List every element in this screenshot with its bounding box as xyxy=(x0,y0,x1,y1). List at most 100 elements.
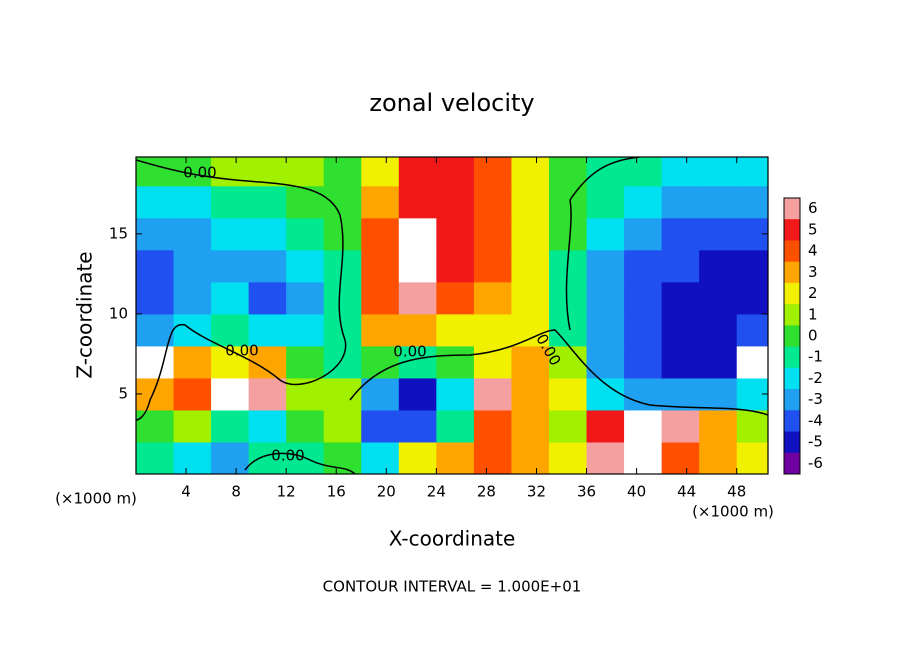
heatmap-cell xyxy=(361,185,400,219)
heatmap-cell xyxy=(511,281,550,315)
heatmap-cell xyxy=(736,441,768,474)
x-tick-label: 28 xyxy=(477,483,496,501)
heatmap-cell xyxy=(736,313,768,347)
colorbar-swatch xyxy=(784,346,800,369)
heatmap-cell xyxy=(511,441,550,474)
heatmap-cell xyxy=(136,441,175,474)
heatmap-cell xyxy=(548,409,588,443)
heatmap-cell xyxy=(624,409,663,443)
heatmap-cell xyxy=(661,217,700,251)
heatmap-cell xyxy=(699,217,738,251)
heatmap-cell xyxy=(436,409,475,443)
heatmap-cell xyxy=(661,377,700,411)
heatmap-cell xyxy=(323,157,362,187)
heatmap-cell xyxy=(586,185,625,219)
colorbar-label: 6 xyxy=(808,199,818,217)
contour-lines xyxy=(136,157,768,474)
heatmap-cell xyxy=(736,249,768,283)
heatmap-cell xyxy=(624,345,663,379)
heatmap-cell xyxy=(436,157,475,187)
heatmap-cell xyxy=(248,217,287,251)
heatmap-cell xyxy=(661,409,700,443)
x-tick-label: 12 xyxy=(277,483,296,501)
heatmap-cell xyxy=(361,409,400,443)
heatmap-cell xyxy=(436,281,475,315)
heatmap-cell xyxy=(473,313,512,347)
y-tick-label: 15 xyxy=(109,224,128,242)
heatmap-cell xyxy=(248,409,287,443)
heatmap-cell xyxy=(473,217,512,251)
colorbar-label: 2 xyxy=(808,284,818,302)
heatmap-cell xyxy=(736,377,768,411)
heatmap-cell xyxy=(248,281,287,315)
heatmap-cell xyxy=(699,249,738,283)
colorbar-swatch xyxy=(784,282,800,305)
colorbar-label: -3 xyxy=(808,390,823,408)
z-unit-label: (×1000 m) xyxy=(692,503,774,521)
heatmap-cell xyxy=(586,249,625,283)
heatmap-cell xyxy=(286,217,325,251)
x-tick-label: 4 xyxy=(181,483,191,501)
colorbar-label: 4 xyxy=(808,242,818,260)
heatmap-cell xyxy=(436,185,475,219)
heatmap-cell xyxy=(586,409,625,443)
heatmap-cell xyxy=(473,409,512,443)
colorbar-label: -4 xyxy=(808,411,823,429)
heatmap-cell xyxy=(624,313,663,347)
heatmap-cell xyxy=(398,185,437,219)
heatmap-cell xyxy=(699,281,738,315)
heatmap-cell xyxy=(586,157,625,187)
x-tick-label: 16 xyxy=(327,483,346,501)
heatmap-cell xyxy=(248,377,287,411)
heatmap-cell xyxy=(361,249,400,283)
colorbar-label: -5 xyxy=(808,433,823,451)
heatmap-cell xyxy=(699,377,738,411)
heatmap-cell xyxy=(436,217,475,251)
heatmap-cell xyxy=(136,313,175,347)
heatmap-cell xyxy=(248,345,287,379)
colorbar-swatch xyxy=(784,452,800,475)
heatmap-cell xyxy=(586,441,625,474)
footer: CONTOUR INTERVAL = 1.000E+01 xyxy=(323,578,582,596)
heatmap-cell xyxy=(699,409,738,443)
heatmap-cell xyxy=(736,281,768,315)
heatmap-cell xyxy=(136,157,175,187)
contour-label: 0.00 xyxy=(271,447,304,465)
heatmap-cell xyxy=(361,313,400,347)
heatmap-cell xyxy=(323,281,362,315)
chart-title: zonal velocity xyxy=(369,89,534,117)
heatmap-cell xyxy=(136,345,175,379)
heatmap-cell xyxy=(286,345,325,379)
x-tick-label: 40 xyxy=(627,483,646,501)
heatmap-cell xyxy=(661,313,700,347)
x-tick-label: 32 xyxy=(527,483,546,501)
heatmap-cell xyxy=(248,441,287,474)
colorbar-swatch xyxy=(784,198,800,220)
colorbar-swatch xyxy=(784,431,800,454)
x-tick-label: 20 xyxy=(377,483,396,501)
heatmap-cell xyxy=(248,185,287,219)
heatmap-cell xyxy=(211,313,250,347)
x-tick-label: 24 xyxy=(427,483,446,501)
x-tick-label: 8 xyxy=(231,483,241,501)
heatmap-cell xyxy=(586,313,625,347)
heatmap-cell xyxy=(548,185,588,219)
y-tick-label: 10 xyxy=(109,304,128,322)
heatmap-cell xyxy=(736,185,768,219)
heatmap-cell xyxy=(436,377,475,411)
heatmap-cell xyxy=(586,281,625,315)
heatmap-cell xyxy=(173,377,212,411)
heatmap-cell xyxy=(511,409,550,443)
heatmap-cell xyxy=(136,377,175,411)
heatmap-cell xyxy=(361,217,400,251)
heatmap-cell xyxy=(473,441,512,474)
x-axis-label: X-coordinate xyxy=(389,527,516,551)
heatmap-cell xyxy=(624,441,663,474)
heatmap-cell xyxy=(173,217,212,251)
heatmap-cell xyxy=(473,281,512,315)
heatmap-cell xyxy=(436,345,475,379)
heatmap-cell xyxy=(173,345,212,379)
heatmap-cell xyxy=(211,377,250,411)
contour-label: 0.00 xyxy=(225,342,258,360)
heatmap-cell xyxy=(211,409,250,443)
